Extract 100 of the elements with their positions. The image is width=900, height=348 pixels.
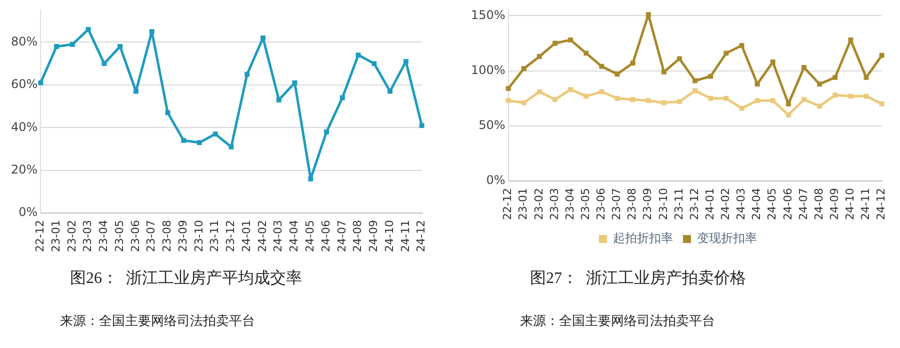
point <box>324 129 329 134</box>
text: 图27： 浙江工业房产拍卖价格 <box>530 268 746 289</box>
y-tick-label: 0% <box>486 173 506 188</box>
x-tick-label: 24-08 <box>812 188 826 220</box>
point <box>599 89 604 94</box>
point <box>630 60 636 66</box>
x-tick-label: 24-09 <box>367 220 380 252</box>
point <box>832 74 838 80</box>
point <box>677 99 682 104</box>
point <box>133 88 138 94</box>
point <box>786 101 791 106</box>
point <box>228 144 234 150</box>
x-tick-label: 22-12 <box>501 188 514 220</box>
x-tick-label: 23-04 <box>563 188 576 220</box>
y-tick-label: 150% <box>470 8 506 22</box>
point <box>614 72 620 77</box>
x-tick-label: 23-09 <box>176 220 190 252</box>
y-tick-label: 80% <box>11 34 38 48</box>
point <box>724 50 729 56</box>
x-tick-label: 23-09 <box>641 188 654 220</box>
x-tick-label: 24-06 <box>781 188 794 220</box>
point <box>614 96 620 101</box>
point <box>118 44 123 49</box>
x-tick-label: 24-02 <box>719 188 732 220</box>
point <box>708 96 714 101</box>
x-tick-label: 23-01 <box>516 188 530 220</box>
point <box>372 61 377 66</box>
point <box>692 88 698 94</box>
x-tick-label: 24-08 <box>351 220 364 252</box>
x-tick-label: 23-06 <box>594 188 608 220</box>
point <box>677 56 682 62</box>
x-tick-label: 24-07 <box>335 220 348 252</box>
y-tick-label: 20% <box>11 162 38 176</box>
point <box>521 66 526 72</box>
x-tick-label: 23-06 <box>128 220 142 252</box>
point <box>149 29 154 34</box>
point <box>864 74 869 80</box>
y-tick-label: 0% <box>18 205 38 220</box>
x-tick-label: 23-07 <box>610 188 624 220</box>
point <box>165 110 170 116</box>
point <box>244 72 250 77</box>
point <box>506 86 511 91</box>
point <box>832 92 838 98</box>
point <box>54 44 60 49</box>
point <box>568 37 574 42</box>
point <box>403 58 408 64</box>
x-tick-label: 24-01 <box>703 188 716 220</box>
text: 图26： 浙江工业房产平均成交率 <box>70 268 302 289</box>
point <box>70 42 75 47</box>
x-tick-label: 24-09 <box>828 188 841 220</box>
point <box>197 140 202 146</box>
x-tick-label: 23-11 <box>208 220 222 252</box>
x-tick-label: 23-04 <box>97 220 110 252</box>
point <box>308 176 314 182</box>
point <box>568 87 574 92</box>
x-tick-label: 24-04 <box>750 188 764 220</box>
point <box>599 64 604 69</box>
x-tick-label: 23-10 <box>656 188 670 220</box>
source-note: 来源：全国主要网络司法拍卖平台 <box>60 312 255 330</box>
point <box>661 69 666 74</box>
x-tick-label: 23-01 <box>49 220 62 252</box>
point <box>708 74 714 79</box>
x-tick-label: 23-10 <box>192 220 206 252</box>
point <box>817 104 822 109</box>
x-tick-label: 23-03 <box>548 188 561 220</box>
point <box>754 82 760 87</box>
point <box>388 88 393 94</box>
x-tick-label: 24-03 <box>734 188 748 220</box>
x-tick-label: 24-01 <box>240 220 253 252</box>
x-tick-label: 23-08 <box>160 220 174 252</box>
x-tick-label: 24-05 <box>303 220 316 252</box>
point <box>552 97 558 102</box>
point <box>739 106 744 111</box>
x-tick-label: 23-11 <box>672 188 686 220</box>
point <box>102 61 107 66</box>
point <box>661 100 666 106</box>
point <box>879 101 884 106</box>
x-tick-label: 23-02 <box>532 188 546 220</box>
x-tick-label: 23-05 <box>578 188 592 220</box>
point <box>521 100 526 106</box>
point <box>786 112 791 118</box>
point <box>536 54 542 59</box>
x-tick-label: 23-02 <box>65 220 78 252</box>
point <box>770 98 776 104</box>
x-tick-label: 23-03 <box>81 220 94 252</box>
point <box>817 82 822 87</box>
x-tick-label: 23-08 <box>626 188 639 220</box>
x-tick-label: 24-12 <box>414 220 428 252</box>
x-tick-label: 24-04 <box>288 220 301 252</box>
point <box>86 26 91 32</box>
point <box>739 42 744 48</box>
point <box>646 12 651 18</box>
point <box>802 97 806 102</box>
y-tick-label: 50% <box>478 118 506 132</box>
x-tick-label: 24-12 <box>874 188 888 220</box>
point <box>536 89 542 94</box>
point <box>692 78 698 84</box>
x-tick-label: 24-02 <box>256 220 269 252</box>
x-tick-label: 24-03 <box>272 220 285 252</box>
point <box>630 97 636 102</box>
